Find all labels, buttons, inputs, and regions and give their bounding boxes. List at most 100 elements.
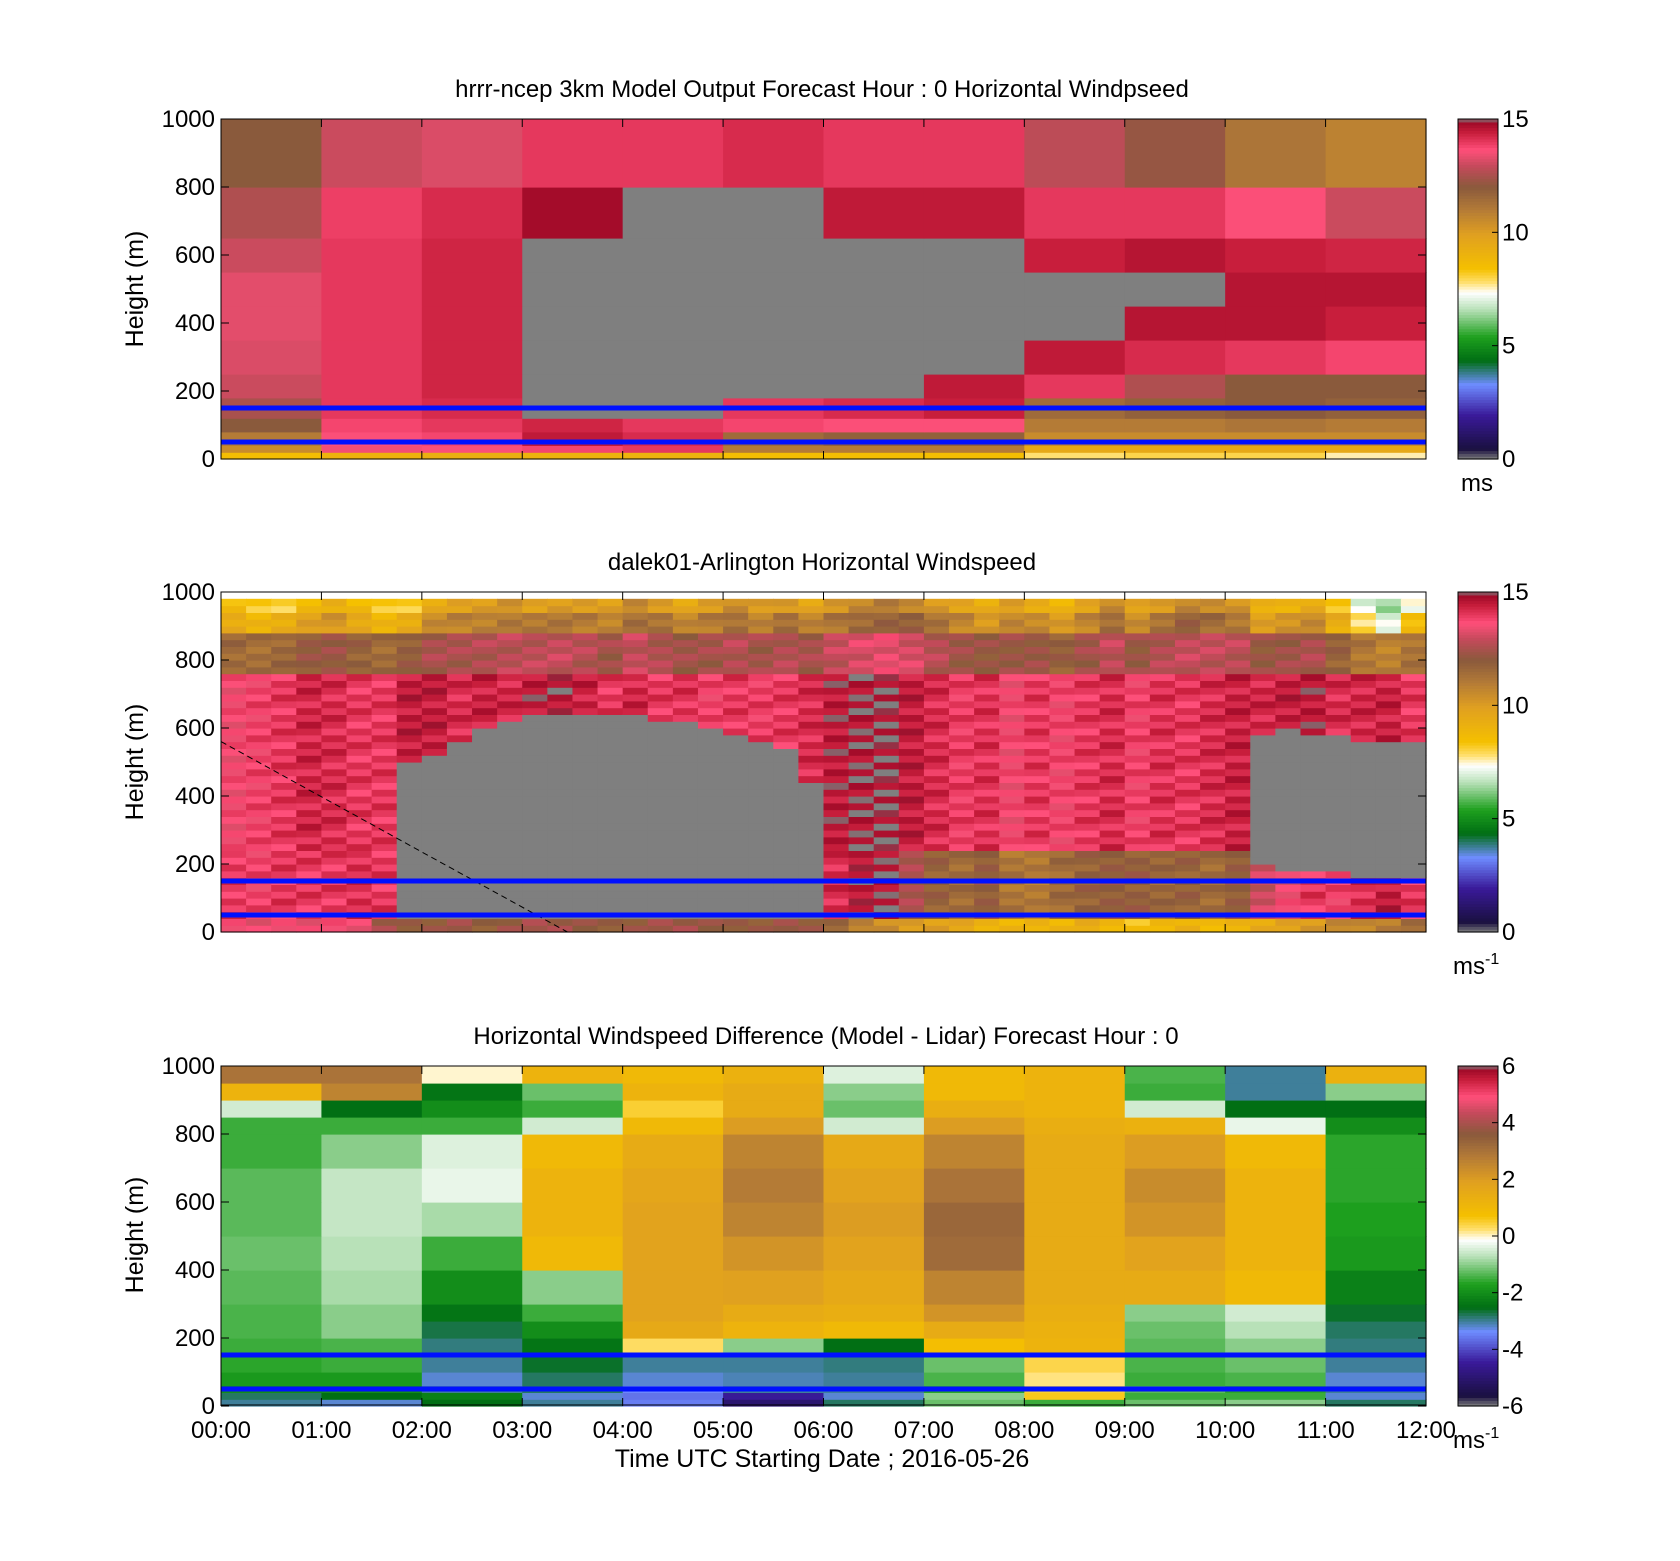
heatmap-cell [622, 700, 649, 709]
heatmap-cell [1074, 673, 1101, 681]
heatmap-cell [823, 1134, 925, 1169]
heatmap-cell [597, 619, 624, 627]
heatmap-cell [1200, 741, 1226, 749]
colorbar-swatch [1458, 827, 1498, 831]
heatmap-cell [873, 864, 900, 872]
heatmap-cell [1300, 666, 1327, 675]
colorbar-swatch [1458, 127, 1498, 131]
heatmap-cell [321, 796, 348, 804]
heatmap-cell [1174, 830, 1201, 838]
heatmap-cell [773, 830, 799, 838]
heatmap-cell [1074, 870, 1101, 879]
heatmap-cell [1149, 789, 1176, 797]
heatmap-cell [1325, 1134, 1427, 1169]
heatmap-cell [923, 802, 950, 811]
heatmap-cell [798, 904, 825, 913]
heatmap-cell [371, 904, 398, 913]
colorbar-swatch [1458, 447, 1498, 452]
heatmap-cell [999, 762, 1025, 770]
heatmap-cell [346, 898, 373, 906]
heatmap-cell [848, 775, 875, 783]
heatmap-cell [421, 639, 448, 647]
heatmap-cell [1149, 700, 1176, 709]
heatmap-cell [321, 680, 348, 688]
heatmap-cell [974, 898, 1000, 906]
heatmap-cell [1174, 898, 1201, 906]
heatmap-cell [1350, 864, 1377, 872]
heatmap-cell [697, 687, 724, 695]
heatmap-cell [547, 755, 574, 763]
heatmap-cell [1099, 823, 1126, 831]
heatmap-cell [1049, 598, 1076, 607]
colorbar-swatch [1458, 249, 1498, 253]
colorbar-swatch [1458, 872, 1498, 876]
heatmap-cell [346, 714, 373, 722]
heatmap-cell [823, 598, 850, 607]
heatmap-cell [1024, 238, 1126, 273]
heatmap-cell [597, 802, 624, 811]
heatmap-cell [1225, 306, 1327, 341]
heatmap-cell [296, 687, 323, 695]
heatmap-cell [321, 700, 348, 709]
heatmap-cell [1174, 714, 1201, 722]
heatmap-cell [1375, 789, 1402, 797]
heatmap-cell [1124, 673, 1151, 681]
heatmap-cell [296, 707, 323, 715]
heatmap-cell [446, 809, 473, 817]
heatmap-cell [798, 707, 825, 715]
heatmap-cell [949, 857, 975, 865]
heatmap-cell [1375, 728, 1402, 736]
heatmap-cell [773, 789, 799, 797]
colorbar-swatch [1458, 1383, 1498, 1387]
heatmap-cell [271, 734, 297, 743]
heatmap-cell [974, 619, 1000, 627]
heatmap-cell [1124, 782, 1151, 790]
heatmap-cell [1024, 762, 1051, 770]
heatmap-cell [1149, 904, 1176, 913]
heatmap-cell [221, 1399, 323, 1407]
heatmap-cell [622, 619, 649, 627]
colorbar-swatch [1458, 688, 1498, 692]
heatmap-cell [597, 639, 624, 647]
heatmap-cell [1024, 660, 1051, 668]
heatmap-cell [848, 904, 875, 913]
heatmap-cell [547, 768, 574, 777]
heatmap-cell [898, 782, 925, 790]
heatmap-cell [497, 762, 523, 770]
colorbar-swatch [1458, 1247, 1498, 1251]
heatmap-cell [999, 843, 1025, 851]
heatmap-cell [1375, 850, 1402, 858]
heatmap-cell [1250, 884, 1276, 892]
heatmap-cell [823, 728, 850, 736]
heatmap-cell [221, 782, 247, 790]
heatmap-cell [1099, 694, 1126, 702]
heatmap-cell [296, 755, 323, 763]
heatmap-cell [773, 626, 799, 634]
heatmap-cell [622, 836, 649, 845]
colorbar-swatch [1458, 124, 1498, 129]
heatmap-cell [1400, 653, 1427, 661]
colorbar-swatch [1458, 705, 1498, 709]
heatmap-cell [1049, 762, 1076, 770]
heatmap-cell [472, 789, 498, 797]
heatmap-cell [723, 1338, 825, 1356]
heatmap-cell [296, 694, 323, 702]
heatmap-cell [522, 864, 548, 872]
heatmap-cell [923, 789, 950, 797]
heatmap-cell [798, 598, 825, 607]
heatmap-cell [1325, 857, 1352, 865]
heatmap-cell [848, 694, 875, 702]
heatmap-cell [999, 680, 1025, 688]
heatmap-cell [923, 452, 1025, 460]
panel-difference: Horizontal Windspeed Difference (Model -… [121, 1023, 1523, 1473]
heatmap-cell [1024, 823, 1051, 831]
heatmap-cell [296, 850, 323, 858]
heatmap-cell [1099, 864, 1126, 872]
heatmap-cell [923, 700, 950, 709]
colorbar-swatch [1458, 1182, 1498, 1186]
heatmap-cell [823, 891, 850, 899]
heatmap-cell [1375, 809, 1402, 817]
heatmap-cell [547, 714, 574, 722]
heatmap-cell [823, 306, 925, 341]
heatmap-cell [346, 762, 373, 770]
